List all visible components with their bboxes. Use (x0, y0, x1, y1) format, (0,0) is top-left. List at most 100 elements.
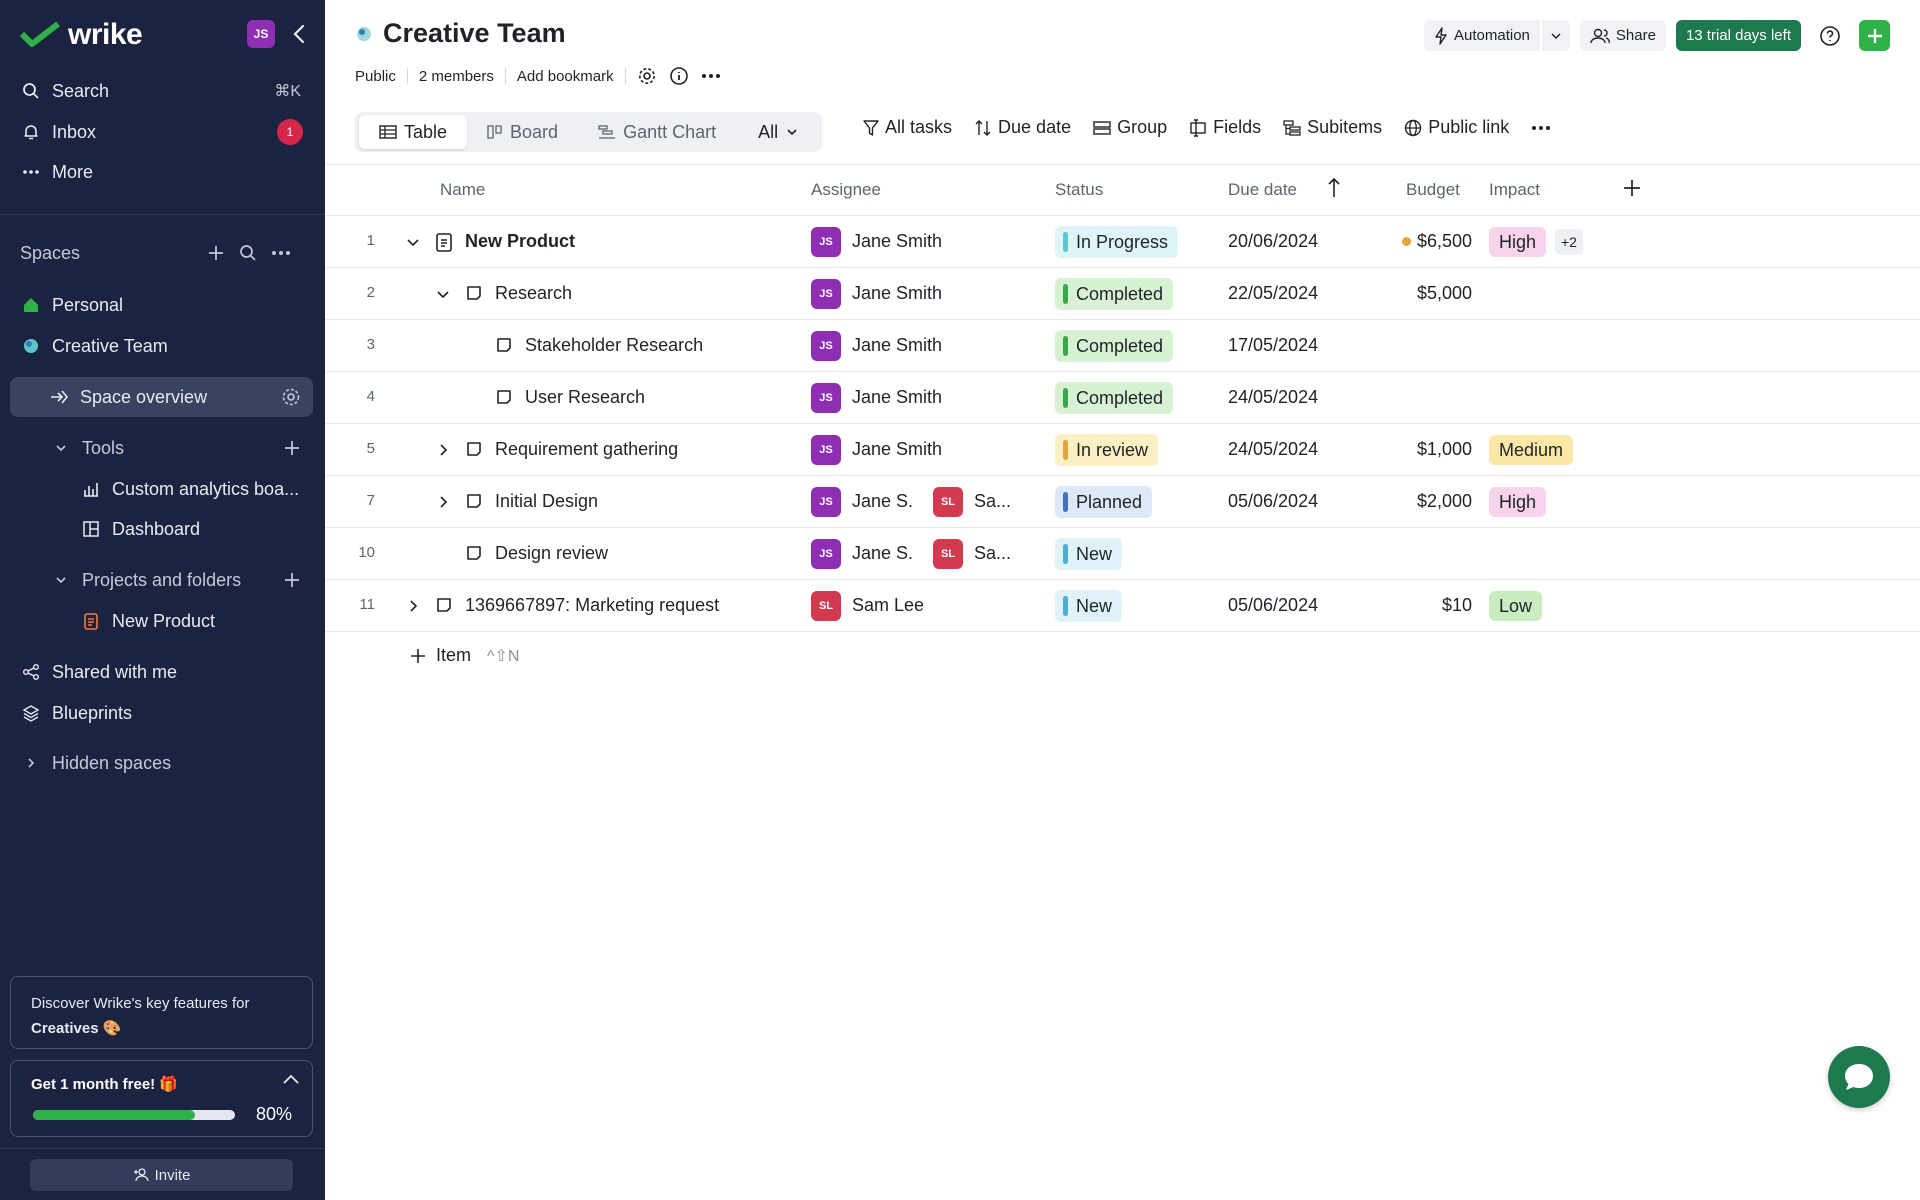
due-date[interactable]: 24/05/2024 (1228, 387, 1319, 407)
visibility-label[interactable]: Public (355, 67, 396, 85)
column-due-date[interactable]: Due date (1228, 180, 1297, 199)
sidebar-tool-analytics[interactable]: Custom analytics boa... (10, 470, 313, 508)
budget-cell[interactable]: $2,000 (1325, 491, 1472, 512)
table-row[interactable]: 3 Stakeholder Research JS Jane Smith Complet… (325, 320, 1920, 372)
task-name[interactable]: Requirement gathering (495, 439, 679, 459)
task-name[interactable]: New Product (465, 231, 576, 251)
wrike-logo[interactable]: wrike (20, 18, 143, 52)
task-name[interactable]: Design review (495, 543, 609, 563)
sidebar-shared[interactable]: Shared with me (10, 653, 313, 691)
settings-gear-icon[interactable] (281, 387, 301, 407)
due-date[interactable]: 22/05/2024 (1228, 283, 1319, 303)
sidebar-space-personal[interactable]: Personal (10, 286, 313, 324)
user-avatar[interactable]: JS (247, 20, 275, 48)
sidebar-hidden-spaces[interactable]: Hidden spaces (10, 744, 313, 782)
chevron-up-icon[interactable] (282, 1073, 300, 1085)
more-options-icon[interactable] (701, 73, 721, 79)
sidebar-blueprints[interactable]: Blueprints (10, 694, 313, 732)
add-tool-icon[interactable] (283, 439, 301, 457)
search-spaces-icon[interactable] (239, 244, 257, 262)
status-badge[interactable]: Completed (1055, 382, 1174, 414)
impact-tag[interactable]: Low (1489, 591, 1543, 621)
sidebar-tools-group[interactable]: Tools (10, 429, 313, 467)
status-badge[interactable]: Completed (1055, 330, 1174, 362)
add-column-icon[interactable] (1623, 179, 1641, 197)
share-button[interactable]: Share (1579, 20, 1666, 51)
column-impact[interactable]: Impact (1489, 180, 1541, 199)
impact-tag[interactable]: High (1489, 487, 1547, 517)
status-badge[interactable]: New (1055, 590, 1123, 622)
budget-cell[interactable]: $5,000 (1325, 283, 1472, 304)
invite-button[interactable]: Invite (30, 1159, 293, 1191)
assignee-avatar[interactable]: JS (811, 435, 841, 465)
sidebar-tool-dashboard[interactable]: Dashboard (10, 510, 313, 548)
table-row[interactable]: 10 Design review JS Jane S. SL Sa... New (325, 528, 1920, 580)
budget-cell[interactable]: $10 (1325, 595, 1472, 616)
task-name[interactable]: Research (495, 283, 573, 303)
sidebar-space-creative-team[interactable]: Creative Team (10, 327, 313, 365)
add-item-button[interactable]: Item ^⇧N (410, 645, 519, 666)
tab-board[interactable]: Board (467, 115, 578, 149)
table-row[interactable]: 4 User Research JS Jane Smith Completed 24/05… (325, 372, 1920, 424)
due-date[interactable]: 24/05/2024 (1228, 439, 1319, 459)
help-icon[interactable] (1819, 25, 1841, 47)
info-icon[interactable] (669, 66, 689, 86)
chevron-down-icon[interactable] (405, 234, 421, 250)
table-row[interactable]: 7 Initial Design JS Jane S. SL Sa... Planned 05… (325, 476, 1920, 528)
tab-gantt[interactable]: Gantt Chart (578, 115, 736, 149)
table-row[interactable]: 2 Research JS Jane Smith Completed 22/05/2024… (325, 268, 1920, 320)
add-bookmark-link[interactable]: Add bookmark (516, 67, 614, 85)
filter-all-tasks-button[interactable]: All tasks (863, 117, 952, 138)
column-name[interactable]: Name (440, 180, 486, 199)
subitems-button[interactable]: Subitems (1283, 117, 1382, 138)
task-name[interactable]: Initial Design (495, 491, 599, 511)
table-row[interactable]: 11 1369667897: Marketing request SL Sam Lee… (325, 580, 1920, 632)
sort-ascending-icon[interactable] (1327, 177, 1341, 199)
add-space-icon[interactable] (207, 244, 225, 262)
promo-free-month-card[interactable]: Get 1 month free! 🎁 80% (10, 1060, 313, 1137)
assignee-avatar[interactable]: JS (811, 331, 841, 361)
task-name[interactable]: 1369667897: Marketing request (465, 595, 720, 615)
assignee-avatar[interactable]: SL (811, 591, 841, 621)
impact-more-tag[interactable]: +2 (1555, 229, 1583, 255)
fields-button[interactable]: Fields (1189, 117, 1261, 138)
sort-due-date-button[interactable]: Due date (974, 117, 1071, 138)
status-badge[interactable]: Planned (1055, 486, 1153, 518)
budget-cell[interactable]: $6,500 (1325, 231, 1472, 252)
column-budget[interactable]: Budget (1406, 180, 1460, 199)
promo-creatives-card[interactable]: Discover Wrike's key features for Creati… (10, 976, 313, 1049)
table-row[interactable]: 5 Requirement gathering JS Jane Smith In rev… (325, 424, 1920, 476)
table-row[interactable]: 1 New Product JS Jane Smith In Progress 20/06… (325, 216, 1920, 268)
status-badge[interactable]: Completed (1055, 278, 1174, 310)
column-status[interactable]: Status (1055, 180, 1104, 199)
due-date[interactable]: 05/06/2024 (1228, 595, 1319, 615)
status-badge[interactable]: In Progress (1055, 226, 1179, 258)
assignee-avatar[interactable]: JS (811, 487, 841, 517)
spaces-more-icon[interactable] (271, 250, 291, 256)
toolbar-more-icon[interactable] (1531, 125, 1551, 131)
automation-dropdown-icon[interactable] (1539, 20, 1570, 51)
sidebar-inbox[interactable]: Inbox 1 (10, 113, 313, 151)
public-link-button[interactable]: Public link (1404, 117, 1509, 138)
assignee-avatar[interactable]: JS (811, 279, 841, 309)
assignee-avatar[interactable]: SL (933, 539, 963, 569)
members-link[interactable]: 2 members (418, 67, 494, 85)
automation-button[interactable]: Automation (1424, 20, 1570, 51)
status-badge[interactable]: New (1055, 538, 1123, 570)
all-views-dropdown[interactable]: All (736, 122, 818, 143)
trial-days-badge[interactable]: 13 trial days left (1675, 20, 1801, 51)
sidebar-search[interactable]: Search ⌘K (10, 72, 313, 110)
assignee-avatar[interactable]: SL (933, 487, 963, 517)
collapse-sidebar-icon[interactable] (288, 22, 310, 46)
create-new-button[interactable] (1859, 20, 1890, 51)
due-date[interactable]: 20/06/2024 (1228, 231, 1319, 251)
status-badge[interactable]: In review (1055, 434, 1159, 466)
chevron-down-icon[interactable] (435, 286, 451, 302)
assignee-avatar[interactable]: JS (811, 383, 841, 413)
chevron-right-icon[interactable] (405, 598, 421, 614)
chevron-right-icon[interactable] (435, 442, 451, 458)
sidebar-more[interactable]: More (10, 153, 313, 191)
sidebar-projects-group[interactable]: Projects and folders (10, 561, 313, 599)
task-name[interactable]: Stakeholder Research (525, 335, 704, 355)
assignee-avatar[interactable]: JS (811, 227, 841, 257)
